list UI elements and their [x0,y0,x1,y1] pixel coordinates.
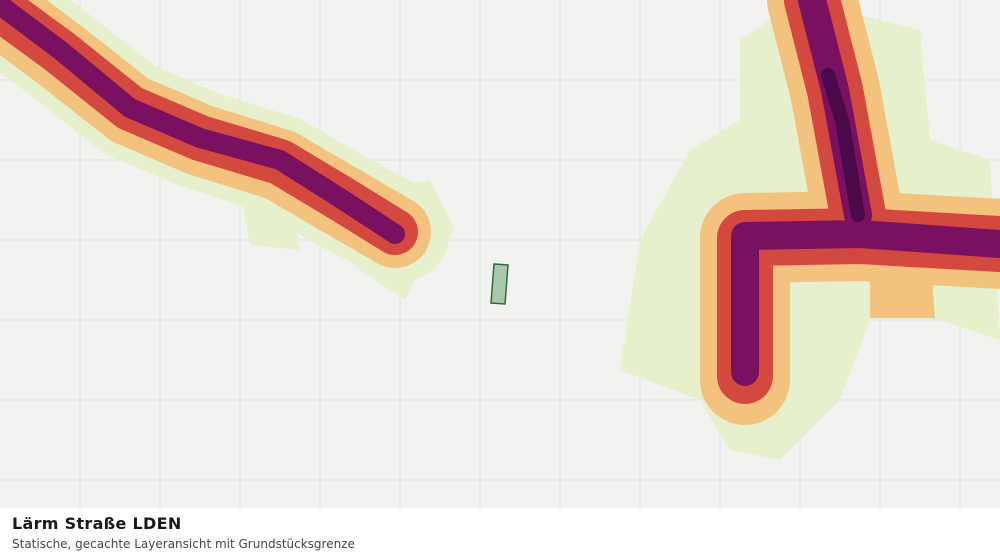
noise-left [0,0,455,300]
noise-right [620,0,1000,460]
map-subtitle: Statische, gecachte Layeransicht mit Gru… [12,537,355,551]
map-view [0,0,1000,508]
parcel-boundary [490,263,509,305]
caption: Lärm Straße LDEN Statische, gecachte Lay… [0,508,1000,560]
map-title: Lärm Straße LDEN [12,514,182,533]
